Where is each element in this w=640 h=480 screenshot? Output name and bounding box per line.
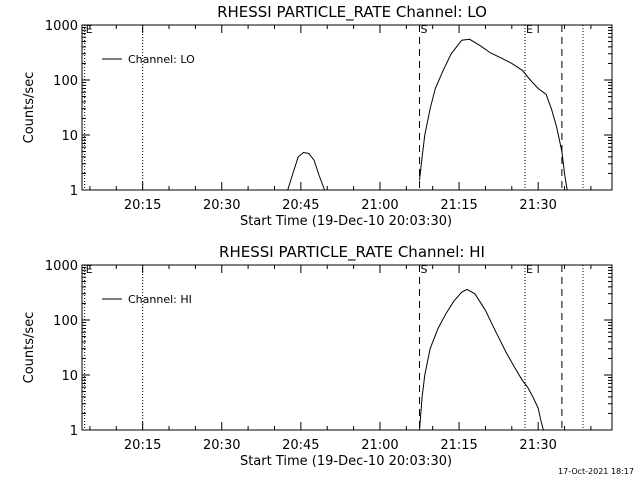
event-marker-label: S (421, 263, 428, 276)
y-tick-label: 1000 (45, 19, 78, 34)
legend: Channel: LO (102, 53, 195, 66)
plot-frame (81, 264, 613, 431)
y-tick-label: 10 (61, 129, 78, 144)
y-tick-label: 1 (70, 184, 78, 199)
chart-title: RHESSI PARTICLE_RATE Channel: LO (217, 3, 487, 22)
y-tick-label: 10 (61, 369, 78, 384)
event-marker-label: S (421, 23, 428, 36)
event-marker-label: E (86, 23, 93, 36)
legend-label: Channel: HI (128, 293, 192, 306)
x-tick-label: 20:45 (282, 438, 319, 453)
x-tick-label: 21:00 (361, 438, 398, 453)
legend: Channel: HI (102, 293, 192, 306)
x-axis-label: Start Time (19-Dec-10 20:03:30) (240, 214, 452, 229)
x-tick-label: 20:30 (203, 198, 240, 213)
y-tick-label: 1 (70, 424, 78, 439)
x-tick-label: 20:45 (282, 198, 319, 213)
y-axis-label: Counts/sec (22, 312, 37, 384)
chart-panel-1: RHESSI PARTICLE_RATE Channel: LO 1 10 100 10… (22, 3, 613, 229)
x-tick-label: 21:15 (440, 438, 477, 453)
x-tick-label: 20:30 (203, 438, 240, 453)
y-axis-label: Counts/sec (22, 72, 37, 144)
chart-title: RHESSI PARTICLE_RATE Channel: HI (219, 243, 485, 262)
y-tick-label: 100 (53, 74, 78, 89)
x-tick-label: 21:30 (519, 198, 556, 213)
event-marker-label: E (526, 263, 533, 276)
x-tick-label: 21:30 (519, 438, 556, 453)
x-axis-label: Start Time (19-Dec-10 20:03:30) (240, 454, 452, 469)
x-tick-label: 20:15 (124, 438, 161, 453)
series-line (419, 38, 568, 191)
y-tick-label: 100 (53, 314, 78, 329)
series-line (419, 288, 544, 431)
series-line (287, 151, 326, 191)
event-marker-label: E (86, 263, 93, 276)
x-tick-label: 21:00 (361, 198, 398, 213)
x-tick-label: 20:15 (124, 198, 161, 213)
chart-panel-2: RHESSI PARTICLE_RATE Channel: HI 1 10 100 10… (22, 243, 613, 469)
plot-frame (81, 24, 613, 191)
y-tick-label: 1000 (45, 259, 78, 274)
legend-label: Channel: LO (128, 53, 195, 66)
event-marker-label: E (526, 23, 533, 36)
x-tick-label: 21:15 (440, 198, 477, 213)
footer-timestamp: 17-Oct-2021 18:17 (558, 467, 634, 476)
